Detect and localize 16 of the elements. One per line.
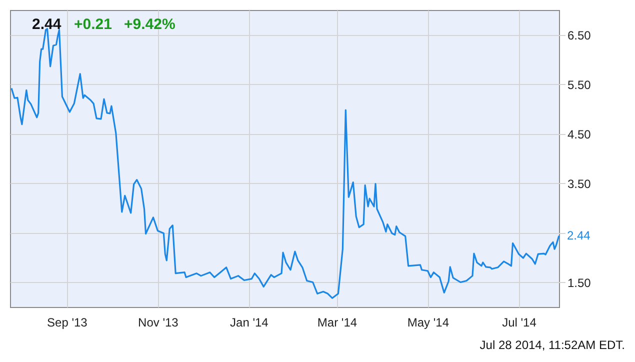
x-tick-label: Jul '14 <box>502 316 537 330</box>
y-tick-label: 4.50 <box>568 127 592 142</box>
x-tick-label: Jan '14 <box>230 316 269 330</box>
annotation: +0.21 <box>74 16 112 33</box>
x-tick-label: May '14 <box>407 316 450 330</box>
x-tick-label: Mar '14 <box>317 316 358 330</box>
y-tick-label: 6.50 <box>568 28 592 42</box>
y-tick-label: 5.50 <box>568 78 592 92</box>
annotation: 2.44 <box>32 16 62 33</box>
text: Jul 28 2014, 11:52AM EDT. <box>480 338 625 352</box>
x-tick-label: Sep '13 <box>47 316 88 330</box>
x-tick-label: Nov '13 <box>138 316 179 330</box>
y-tick-label: 1.50 <box>568 276 592 290</box>
annotation: 2.44 <box>567 228 591 243</box>
y-tick-label: 3.50 <box>568 176 592 191</box>
annotation: +9.42% <box>124 16 176 33</box>
